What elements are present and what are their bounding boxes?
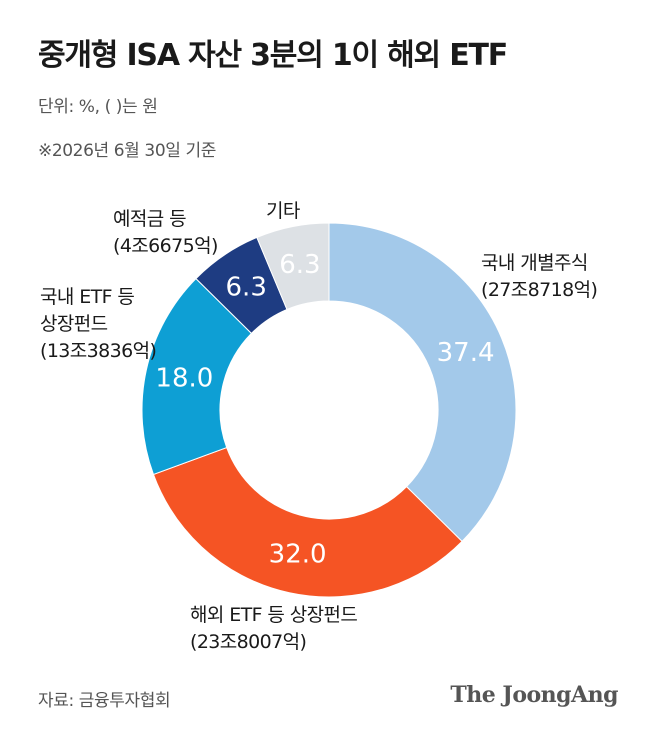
slice-label-other: 기타	[266, 198, 300, 225]
donut-value-label-2: 18.0	[155, 364, 213, 394]
publisher-logo: The JoongAng	[450, 682, 618, 708]
slice-label-domestic-etf: 국내 ETF 등 상장펀드 (13조3836억)	[40, 284, 157, 365]
slice-label-name-line2: 상장펀드	[40, 313, 108, 335]
slice-label-amount: (4조6675억)	[113, 235, 218, 257]
slice-label-amount: (27조8718억)	[481, 279, 598, 301]
slice-label-domestic-stocks: 국내 개별주식 (27조8718억)	[481, 250, 598, 304]
donut-slice-0	[328, 222, 517, 543]
slice-label-amount: (13조3836억)	[40, 340, 157, 362]
donut-value-label-4: 6.3	[279, 250, 320, 280]
donut-slice-4	[256, 222, 330, 311]
donut-value-labels: 37.4 32.0 18.0 6.3 6.3	[155, 250, 494, 570]
slice-label-deposits: 예적금 등 (4조6675억)	[113, 206, 218, 260]
source-note: 자료: 금융투자협회	[38, 691, 171, 711]
unit-note: 단위: %, ( )는 원	[38, 97, 158, 117]
donut-value-label-1: 32.0	[269, 540, 327, 570]
slice-label-name: 기타	[266, 200, 300, 222]
chart-title: 중개형 ISA 자산 3분의 1이 해외 ETF	[38, 38, 508, 73]
donut-slice-1	[152, 446, 463, 598]
slice-label-name: 예적금 등	[113, 208, 187, 230]
slice-label-name: 국내 개별주식	[481, 252, 588, 274]
slice-label-overseas-etf: 해외 ETF 등 상장펀드 (23조8007억)	[190, 602, 358, 656]
donut-slices	[141, 222, 517, 598]
date-note: ※2026년 6월 30일 기준	[38, 141, 216, 161]
slice-label-name: 국내 ETF 등	[40, 286, 135, 308]
donut-value-label-0: 37.4	[437, 338, 495, 368]
donut-value-label-3: 6.3	[226, 272, 267, 302]
slice-label-amount: (23조8007억)	[190, 631, 307, 653]
slice-label-name: 해외 ETF 등 상장펀드	[190, 604, 358, 626]
